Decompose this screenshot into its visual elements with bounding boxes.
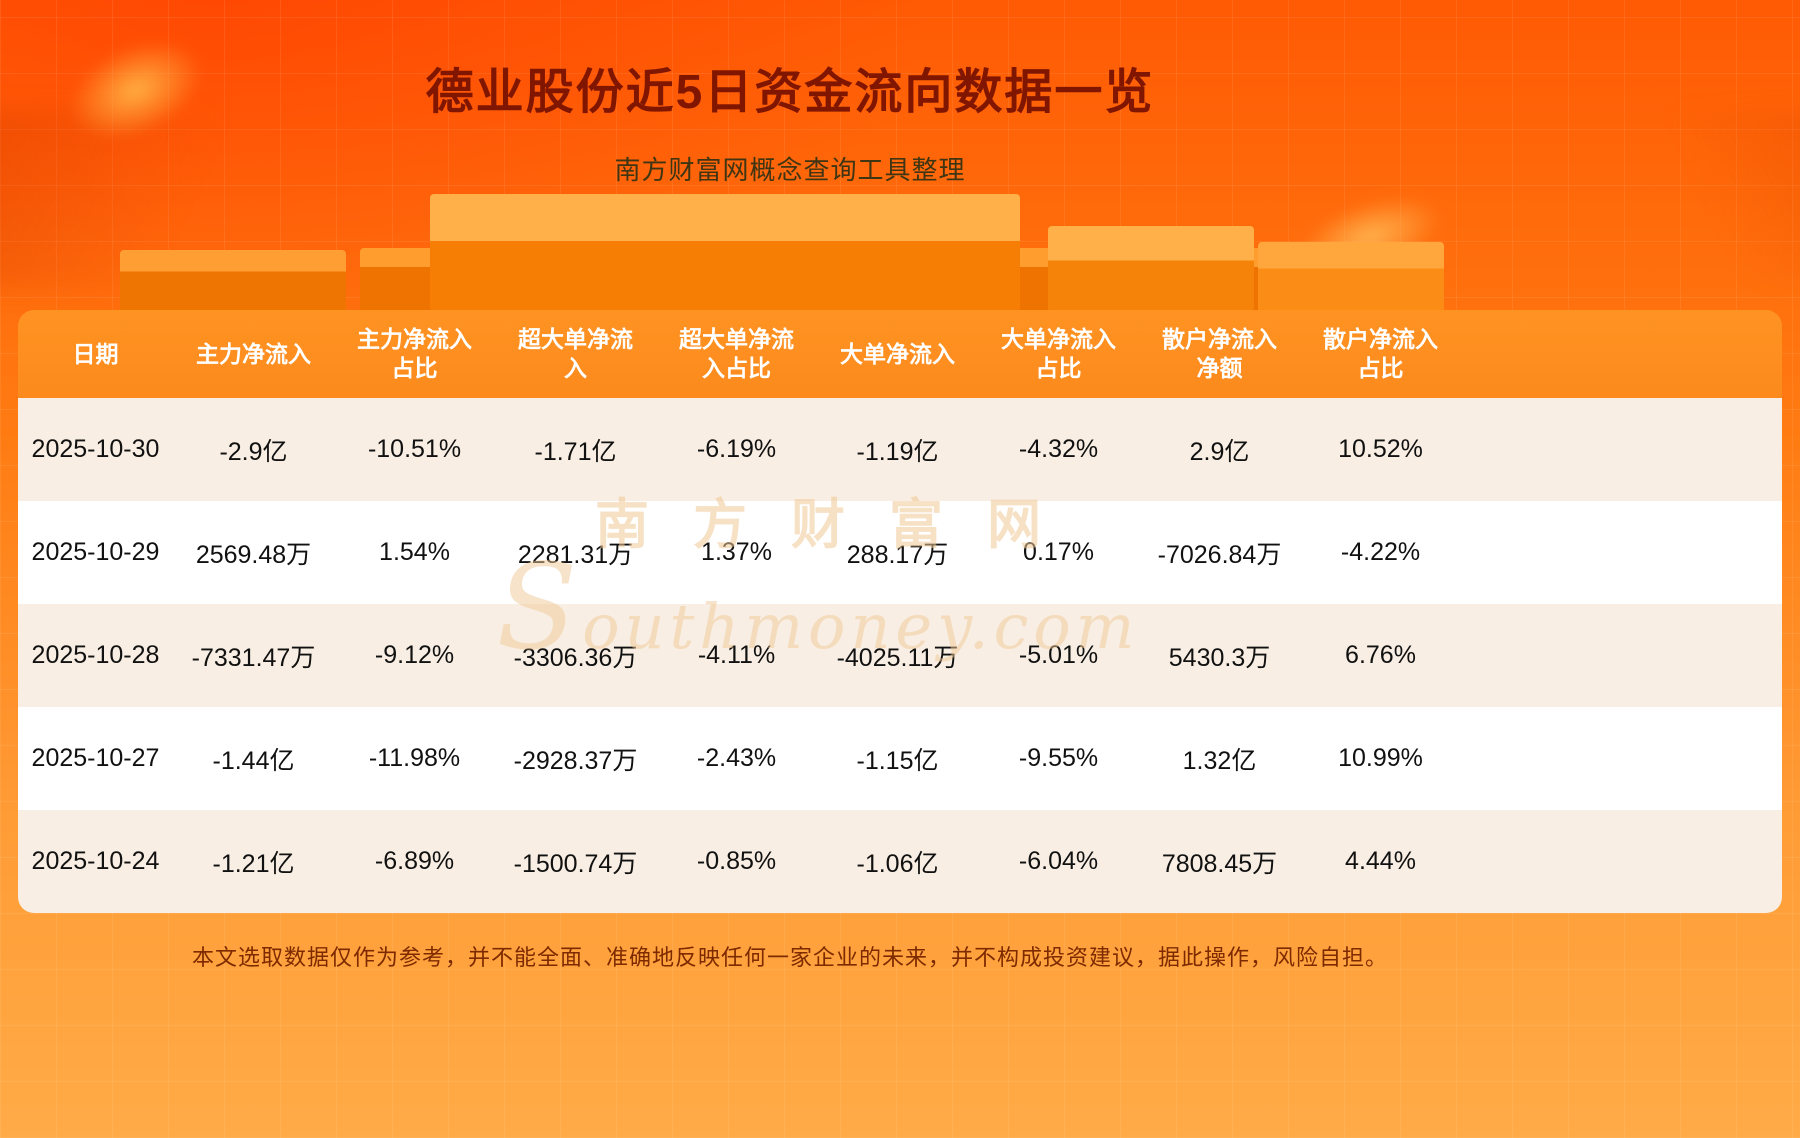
value-cell: 1.54% (379, 538, 450, 566)
decor-box-far-right (1258, 242, 1444, 312)
value-cell: -9.55% (1018, 744, 1099, 772)
column-header: 大单净流入 (840, 340, 955, 367)
decor-box-left (120, 250, 346, 312)
decor-box-right (1048, 226, 1254, 312)
value-cell: -9.12% (374, 641, 455, 669)
value-cell: -6.89% (374, 847, 455, 875)
value-cell: -6.04% (1018, 847, 1099, 875)
table-header-row: 日期 主力净流入 主力净流入 占比 超大单净流 入超大单净流 入占比 大单净流入 大单净流… (18, 310, 1782, 398)
value-cell: -1500.74万 (513, 849, 638, 878)
value-cell: -11.98% (368, 744, 461, 772)
value-cell: 288.17万 (846, 540, 949, 569)
value-cell: -6.19% (696, 435, 777, 463)
value-cell: -1.44亿 (212, 746, 295, 775)
value-cell: 2.9亿 (1189, 437, 1250, 466)
value-cell: -4.32% (1018, 435, 1099, 463)
value-cell: -7331.47万 (191, 643, 316, 672)
value-cell: -1.15亿 (856, 746, 939, 775)
table-row: 2025-10-29 2569.48万 1.54% 2281.31万 1.37% 288.… (18, 501, 1782, 604)
column-header: 主力净流入 (196, 340, 311, 367)
value-cell: -4.11% (697, 641, 776, 669)
fund-flow-table: 日期 主力净流入 主力净流入 占比 超大单净流 入超大单净流 入占比 大单净流入 大单净流… (18, 310, 1782, 913)
column-header: 超大单净流 入占比 (679, 326, 794, 381)
table-body: 2025-10-30 -2.9亿 -10.51% -1.71亿 -6.19% -1.19亿… (18, 398, 1782, 913)
column-header: 主力净流入 占比 (357, 326, 472, 381)
value-cell: 10.52% (1338, 435, 1423, 463)
value-cell: -10.51% (367, 435, 462, 463)
value-cell: 0.17% (1023, 538, 1094, 566)
value-cell: -2.43% (696, 744, 777, 772)
value-cell: 6.76% (1345, 641, 1416, 669)
value-cell: -4.22% (1340, 538, 1421, 566)
page-title: 德业股份近5日资金流向数据一览 (425, 66, 1155, 119)
value-cell: -1.19亿 (856, 437, 939, 466)
table-row: 2025-10-27 -1.44亿 -11.98% -2928.37万 -2.43% -1… (18, 707, 1782, 810)
table-row: 2025-10-30 -2.9亿 -10.51% -1.71亿 -6.19% -1.19亿… (18, 398, 1782, 501)
date-cell: 2025-10-28 (31, 641, 160, 669)
value-cell: 1.32亿 (1182, 746, 1257, 775)
value-cell: -1.06亿 (856, 849, 939, 878)
column-header: 散户净流入 净额 (1162, 326, 1277, 381)
value-cell: 10.99% (1338, 744, 1423, 772)
date-cell: 2025-10-24 (31, 847, 160, 875)
value-cell: -5.01% (1018, 641, 1099, 669)
table-row: 2025-10-28 -7331.47万 -9.12% -3306.36万 -4.11%… (18, 604, 1782, 707)
table-row: 2025-10-24 -1.21亿 -6.89% -1500.74万 -0.85% -1.… (18, 810, 1782, 913)
value-cell: -1.71亿 (534, 437, 617, 466)
decor-podium-center (430, 194, 1020, 312)
value-cell: 4.44% (1345, 847, 1416, 875)
value-cell: -1.21亿 (212, 849, 295, 878)
value-cell: 5430.3万 (1168, 643, 1271, 672)
value-cell: 2569.48万 (195, 540, 312, 569)
decor-streak-right-dark (1655, 110, 1800, 280)
value-cell: -2.9亿 (219, 437, 288, 466)
value-cell: -3306.36万 (513, 643, 638, 672)
column-header: 大单净流入 占比 (1001, 326, 1116, 381)
date-cell: 2025-10-27 (31, 744, 160, 772)
value-cell: 1.37% (701, 538, 772, 566)
column-header: 日期 (72, 340, 119, 367)
disclaimer: 本文选取数据仅作为参考，并不能全面、准确地反映任何一家企业的未来，并不构成投资建… (191, 945, 1388, 970)
value-cell: -2928.37万 (513, 746, 638, 775)
date-cell: 2025-10-30 (31, 435, 160, 463)
column-header: 超大单净流 入 (518, 326, 633, 381)
value-cell: 7808.45万 (1161, 849, 1278, 878)
value-cell: -7026.84万 (1157, 540, 1282, 569)
page-subtitle: 南方财富网概念查询工具整理 (614, 155, 966, 185)
value-cell: -0.85% (696, 847, 777, 875)
value-cell: -4025.11万 (836, 643, 959, 672)
value-cell: 2281.31万 (517, 540, 634, 569)
date-cell: 2025-10-29 (31, 538, 160, 566)
column-header: 散户净流入 占比 (1323, 326, 1438, 381)
